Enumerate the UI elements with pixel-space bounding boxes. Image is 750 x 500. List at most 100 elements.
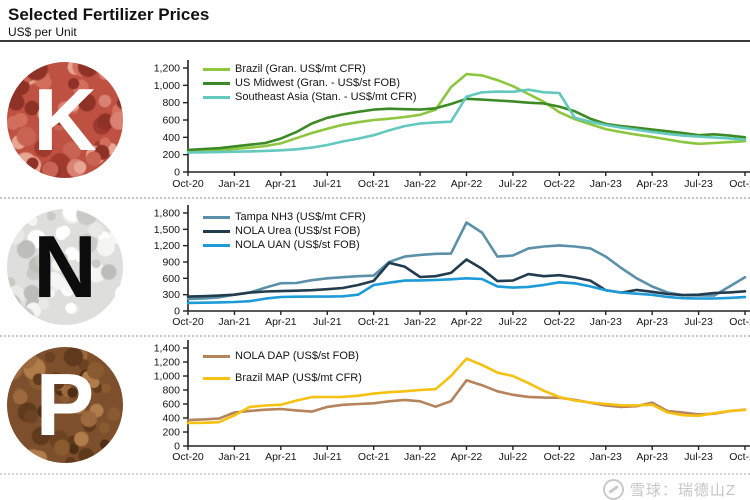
x-tick-label: Oct-20 [172, 178, 204, 190]
series-line-brazil-gran-us-mt-cfr [186, 72, 747, 153]
legend-item: NOLA UAN (US$/st FOB) [203, 239, 366, 251]
x-tick-label: Jul-22 [499, 316, 528, 328]
y-tick-label: 400 [162, 413, 180, 425]
panel-potash-chart-area: Brazil (Gran. US$/mt CFR) US Midwest (Gra… [130, 42, 750, 197]
legend-line-swatch [203, 229, 230, 233]
x-tick-label: Oct-22 [544, 178, 576, 190]
panel-phosphate-chart-area: NOLA DAP (US$/st FOB) Brazil MAP (US$/mt … [130, 337, 750, 473]
legend-item: Southeast Asia (Stan. - US$/mt CFR) [203, 91, 417, 103]
chart-nitrogen: 0 300 600 900 1,200 1,500 1,800 Oct-20 Jan-21 Apr… [154, 205, 750, 328]
legend-label: Southeast Asia (Stan. - US$/mt CFR) [235, 91, 417, 103]
legend-label: NOLA UAN (US$/st FOB) [235, 239, 360, 251]
legend-label: Brazil (Gran. US$/mt CFR) [235, 63, 366, 75]
x-tick-label: Apr-23 [636, 316, 668, 328]
panel-nitrogen-icon-area: N [0, 199, 130, 335]
series-line-nola-uan-us-st-fob [186, 277, 747, 305]
y-tick-label: 1,200 [154, 357, 180, 369]
x-tick-label: Oct-22 [544, 451, 576, 463]
x-tick-label: Apr-23 [636, 178, 668, 190]
y-tick-label: 800 [162, 385, 180, 397]
panel-divider [0, 335, 750, 337]
phosphate-granules-image: P [7, 347, 123, 463]
y-tick-label: 600 [162, 399, 180, 411]
panel-nitrogen: N Tampa NH3 (US$/mt CFR) NOLA Urea (US$/s… [0, 199, 750, 335]
phosphate-letter: P [35, 355, 95, 454]
x-tick-label: Apr-22 [451, 451, 483, 463]
panel-potash-icon-area: K [0, 42, 130, 197]
series-line-us-midwest-gran-us-st-fob [186, 97, 747, 152]
x-tick-label: Jan-23 [590, 451, 622, 463]
legend-item: NOLA DAP (US$/st FOB) [203, 350, 362, 362]
legend-item: US Midwest (Gran. - US$/st FOB) [203, 77, 417, 89]
x-tick-label: Jan-23 [590, 316, 622, 328]
x-tick-label: Jan-23 [590, 178, 622, 190]
legend-item: Brazil MAP (US$/mt CFR) [203, 372, 362, 384]
x-tick-label: Jan-21 [218, 451, 250, 463]
xueqiu-logo-icon [602, 478, 624, 500]
legend-label: Tampa NH3 (US$/mt CFR) [235, 211, 366, 223]
x-tick-label: Jul-23 [684, 178, 713, 190]
panel-nitrogen-chart-area: Tampa NH3 (US$/mt CFR) NOLA Urea (US$/st … [130, 199, 750, 335]
x-tick-label: Jul-21 [313, 178, 342, 190]
y-tick-label: 200 [162, 427, 180, 439]
x-tick-label: Jul-22 [499, 451, 528, 463]
legend-nitrogen: Tampa NH3 (US$/mt CFR) NOLA Urea (US$/st … [203, 211, 366, 253]
series-line-nola-urea-us-st-fob [186, 258, 747, 298]
series-line-southeast-asia-stan-us-mt-cfr [186, 88, 747, 154]
legend-line-swatch [203, 95, 230, 99]
series-line-brazil-map-us-mt-cfr [186, 357, 747, 425]
legend-label: NOLA DAP (US$/st FOB) [235, 350, 359, 362]
x-tick-label: Oct-20 [172, 316, 204, 328]
y-tick-label: 1,200 [154, 63, 180, 75]
legend-label: US Midwest (Gran. - US$/st FOB) [235, 77, 401, 89]
x-tick-label: Jul-22 [499, 178, 528, 190]
x-tick-label: Apr-21 [265, 316, 297, 328]
legend-line-swatch [203, 354, 230, 358]
y-tick-label: 400 [162, 132, 180, 144]
y-tick-label: 0 [174, 167, 180, 179]
legend-line-swatch [203, 215, 230, 219]
legend-line-swatch [203, 376, 230, 380]
legend-potash: Brazil (Gran. US$/mt CFR) US Midwest (Gra… [203, 63, 417, 105]
x-tick-label: Apr-21 [265, 451, 297, 463]
watermark-text: 雪球：瑞德山Z [629, 481, 736, 499]
page-title: Selected Fertilizer Prices [8, 5, 210, 24]
x-tick-label: Apr-21 [265, 178, 297, 190]
chart-potash: 0 200 400 600 800 1,000 1,200 Oct-20 Jan-21 Apr-2… [154, 60, 750, 190]
legend-line-swatch [203, 81, 230, 85]
y-tick-label: 200 [162, 149, 180, 161]
x-tick-label: Jan-22 [404, 316, 436, 328]
y-tick-label: 800 [162, 97, 180, 109]
page-subtitle: US$ per Unit [8, 25, 77, 39]
chart-phosphate: 0 200 400 600 800 1,000 1,200 1,400 Oct-20 Jan-21… [154, 340, 750, 463]
x-tick-label: Oct-21 [358, 316, 390, 328]
x-tick-label: Jul-21 [313, 316, 342, 328]
report-header: Selected Fertilizer Prices US$ per Unit [0, 0, 750, 42]
x-tick-label: Jan-22 [404, 451, 436, 463]
y-tick-label: 0 [174, 306, 180, 318]
series-line-tampa-nh3-us-mt-cfr [186, 221, 747, 301]
y-tick-label: 600 [162, 273, 180, 285]
legend-line-swatch [203, 243, 230, 247]
y-tick-label: 0 [174, 441, 180, 453]
watermark: 雪球：瑞德山Z [0, 473, 750, 500]
x-tick-label: Oct-23 [729, 178, 750, 190]
y-tick-label: 1,500 [154, 224, 180, 236]
series-line-nola-dap-us-st-fob [186, 378, 747, 422]
potash-granules-image: K [7, 61, 123, 178]
x-tick-label: Jul-23 [684, 316, 713, 328]
x-tick-label: Jul-23 [684, 451, 713, 463]
x-tick-label: Apr-23 [636, 451, 668, 463]
y-tick-label: 300 [162, 289, 180, 301]
x-tick-label: Apr-22 [451, 316, 483, 328]
x-tick-label: Jan-22 [404, 178, 436, 190]
nitrogen-letter: N [33, 217, 97, 316]
panel-phosphate: P NOLA DAP (US$/st FOB) Brazil MAP (US$/m… [0, 337, 750, 473]
x-tick-label: Jan-21 [218, 178, 250, 190]
x-tick-label: Oct-22 [544, 316, 576, 328]
legend-line-swatch [203, 67, 230, 71]
x-tick-label: Oct-21 [358, 451, 390, 463]
y-tick-label: 1,000 [154, 80, 180, 92]
x-tick-label: Oct-23 [729, 451, 750, 463]
